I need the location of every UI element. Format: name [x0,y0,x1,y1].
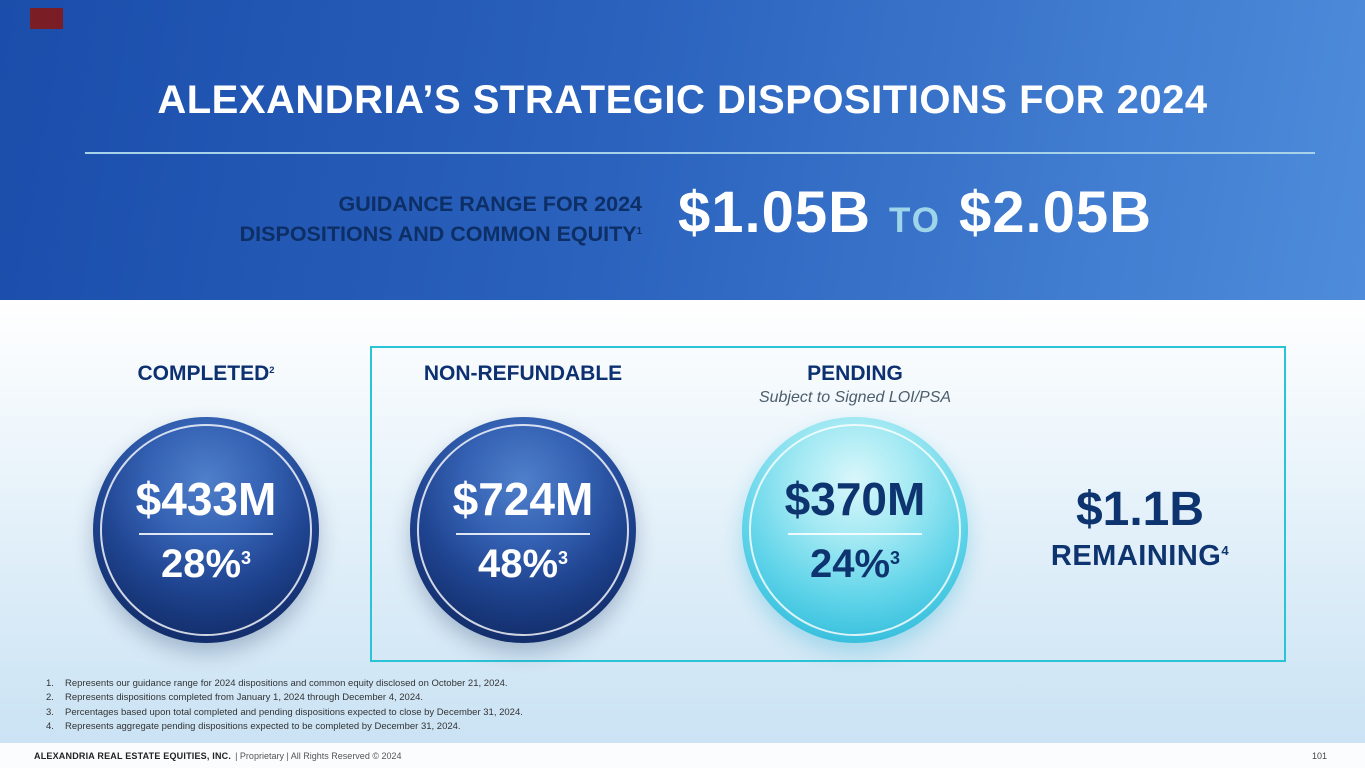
completed-percent: 28%3 [161,544,251,584]
circle-divider [788,533,922,535]
slide-title: ALEXANDRIA’S STRATEGIC DISPOSITIONS FOR … [157,78,1208,122]
footer: ALEXANDRIA REAL ESTATE EQUITIES, INC. | … [0,743,1365,768]
percent-value: 48% [477,542,559,586]
completed-circle: $433M 28%3 [93,417,319,643]
percent-value: 24% [809,542,891,586]
footnote-text: Represents dispositions completed from J… [65,692,424,704]
remaining-label: REMAINING4 [1006,540,1274,573]
completed-header-text: COMPLETED [137,362,270,385]
remaining-block: $1.1B REMAINING4 [1006,486,1274,573]
footnotes: 1. Represents our guidance range for 202… [46,678,523,737]
guidance-label-line1: GUIDANCE RANGE FOR 2024 [338,192,642,216]
title-divider [85,152,1315,154]
footnote-text: Percentages based upon total completed a… [65,706,523,718]
percent-footnote-marker: 3 [241,547,252,568]
footnote-4: 4. Represents aggregate pending disposit… [46,721,523,733]
footnote-3: 3. Percentages based upon total complete… [46,706,523,719]
percent-value: 28% [160,542,242,586]
completed-footnote-marker: 2 [269,364,275,376]
non-refundable-amount: $724M [452,473,594,525]
non-refundable-percent: 48%3 [478,544,568,584]
pending-group-box [370,346,1286,662]
pending-header: PENDING [742,362,968,386]
non-refundable-header-text: NON-REFUNDABLE [423,362,623,385]
remaining-label-text: REMAINING [1050,540,1222,572]
guidance-label-line2: DISPOSITIONS AND COMMON EQUITY [239,222,637,247]
guidance-footnote-marker: 1 [636,225,642,237]
pending-amount: $370M [784,473,926,525]
guidance-range: $1.05B TO $2.05B [678,184,1152,242]
circle-divider [456,533,590,535]
pending-header-text: PENDING [807,362,903,385]
footnote-text: Represents aggregate pending disposition… [65,721,461,733]
footnote-number: 4. [46,721,54,733]
header-banner: ALEXANDRIA’S STRATEGIC DISPOSITIONS FOR … [0,0,1365,300]
range-connector: TO [889,201,942,240]
remaining-amount: $1.1B [1075,483,1205,536]
footer-meta: | Proprietary | All Rights Reserved © 20… [235,750,402,761]
non-refundable-circle: $724M 48%3 [410,417,636,643]
circle-ring [100,424,312,636]
percent-footnote-marker: 3 [558,547,569,568]
non-refundable-header: NON-REFUNDABLE [410,362,636,386]
footnote-number: 1. [46,678,54,689]
circle-ring [749,424,961,636]
footnote-text: Represents our guidance range for 2024 d… [65,678,508,689]
pending-percent: 24%3 [810,544,900,584]
pending-circle: $370M 24%3 [742,417,968,643]
circle-divider [139,533,273,535]
circle-ring [417,424,629,636]
footnote-number: 2. [46,692,54,704]
remaining-footnote-marker: 4 [1221,543,1230,559]
corner-mark [30,8,63,29]
footer-company: ALEXANDRIA REAL ESTATE EQUITIES, INC. [34,750,232,761]
pending-subheader: Subject to Signed LOI/PSA [758,389,952,406]
range-low: $1.05B [678,180,872,245]
footer-page-number: 101 [1311,750,1327,761]
footnote-number: 3. [46,706,54,718]
completed-header: COMPLETED2 [93,362,319,386]
completed-amount: $433M [135,473,277,525]
range-high: $2.05B [959,180,1153,245]
footnote-2: 2. Represents dispositions completed fro… [46,692,523,704]
guidance-label: GUIDANCE RANGE FOR 2024 DISPOSITIONS AND… [150,189,642,249]
percent-footnote-marker: 3 [890,547,901,568]
footnote-1: 1. Represents our guidance range for 202… [46,678,523,690]
